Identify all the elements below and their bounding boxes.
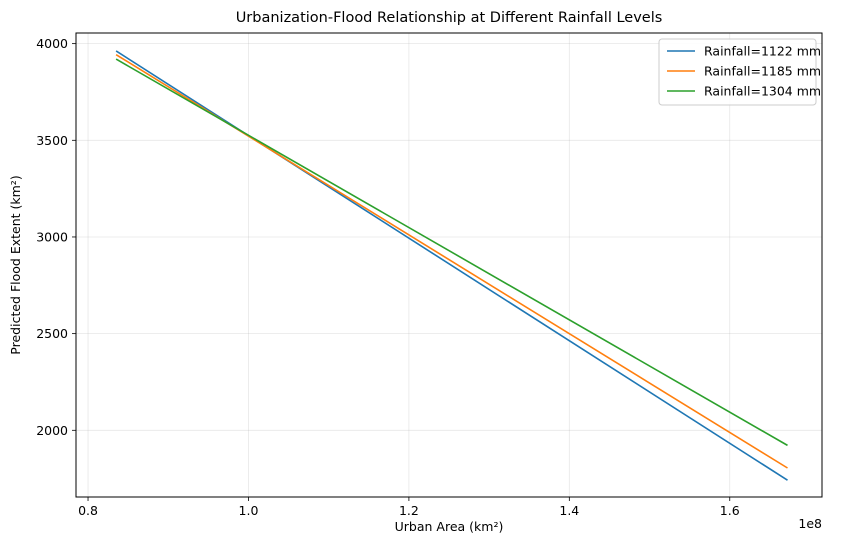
y-axis: 2000 2500 3000 3500 4000 — [36, 36, 76, 438]
x-tick-label: 1.0 — [239, 503, 259, 518]
y-tick-label: 2000 — [36, 423, 68, 438]
legend-label: Rainfall=1304 mm — [704, 84, 821, 99]
x-axis: 0.8 1.0 1.2 1.4 1.6 — [78, 497, 740, 518]
x-tick-label: 1.4 — [559, 503, 579, 518]
y-tick-label: 3500 — [36, 133, 68, 148]
series-layer — [115, 50, 788, 481]
x-tick-label: 1.6 — [720, 503, 740, 518]
legend: Rainfall=1122 mm Rainfall=1185 mm Rainfall… — [658, 38, 821, 106]
plot-frame — [75, 32, 823, 498]
x-tick-label: 0.8 — [78, 503, 98, 518]
x-axis-offset-label: 1e8 — [798, 516, 822, 531]
x-tick-label: 1.2 — [399, 503, 419, 518]
series-line — [115, 58, 788, 447]
legend-label: Rainfall=1185 mm — [704, 64, 821, 79]
y-tick-label: 3000 — [36, 229, 68, 244]
y-axis-label: Predicted Flood Extent (km²) — [8, 175, 23, 354]
series-line — [115, 50, 788, 481]
y-tick-label: 4000 — [36, 36, 68, 51]
y-tick-label: 2500 — [36, 326, 68, 341]
chart-title: Urbanization-Flood Relationship at Diffe… — [236, 10, 663, 26]
legend-label: Rainfall=1122 mm — [704, 44, 821, 59]
x-axis-label: Urban Area (km²) — [395, 519, 504, 534]
legend-box — [658, 38, 817, 106]
